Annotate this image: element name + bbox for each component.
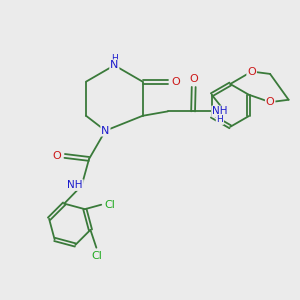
Text: N: N bbox=[101, 126, 110, 136]
Text: NH: NH bbox=[212, 106, 228, 116]
Text: N: N bbox=[110, 60, 118, 70]
Text: H: H bbox=[217, 115, 223, 124]
Text: Cl: Cl bbox=[91, 251, 102, 261]
Text: O: O bbox=[247, 67, 256, 76]
Text: Cl: Cl bbox=[104, 200, 115, 210]
Text: O: O bbox=[266, 97, 274, 107]
Text: O: O bbox=[172, 76, 181, 87]
Text: H: H bbox=[111, 54, 118, 63]
Text: O: O bbox=[52, 151, 61, 161]
Text: NH: NH bbox=[67, 180, 83, 190]
Text: O: O bbox=[189, 74, 198, 84]
